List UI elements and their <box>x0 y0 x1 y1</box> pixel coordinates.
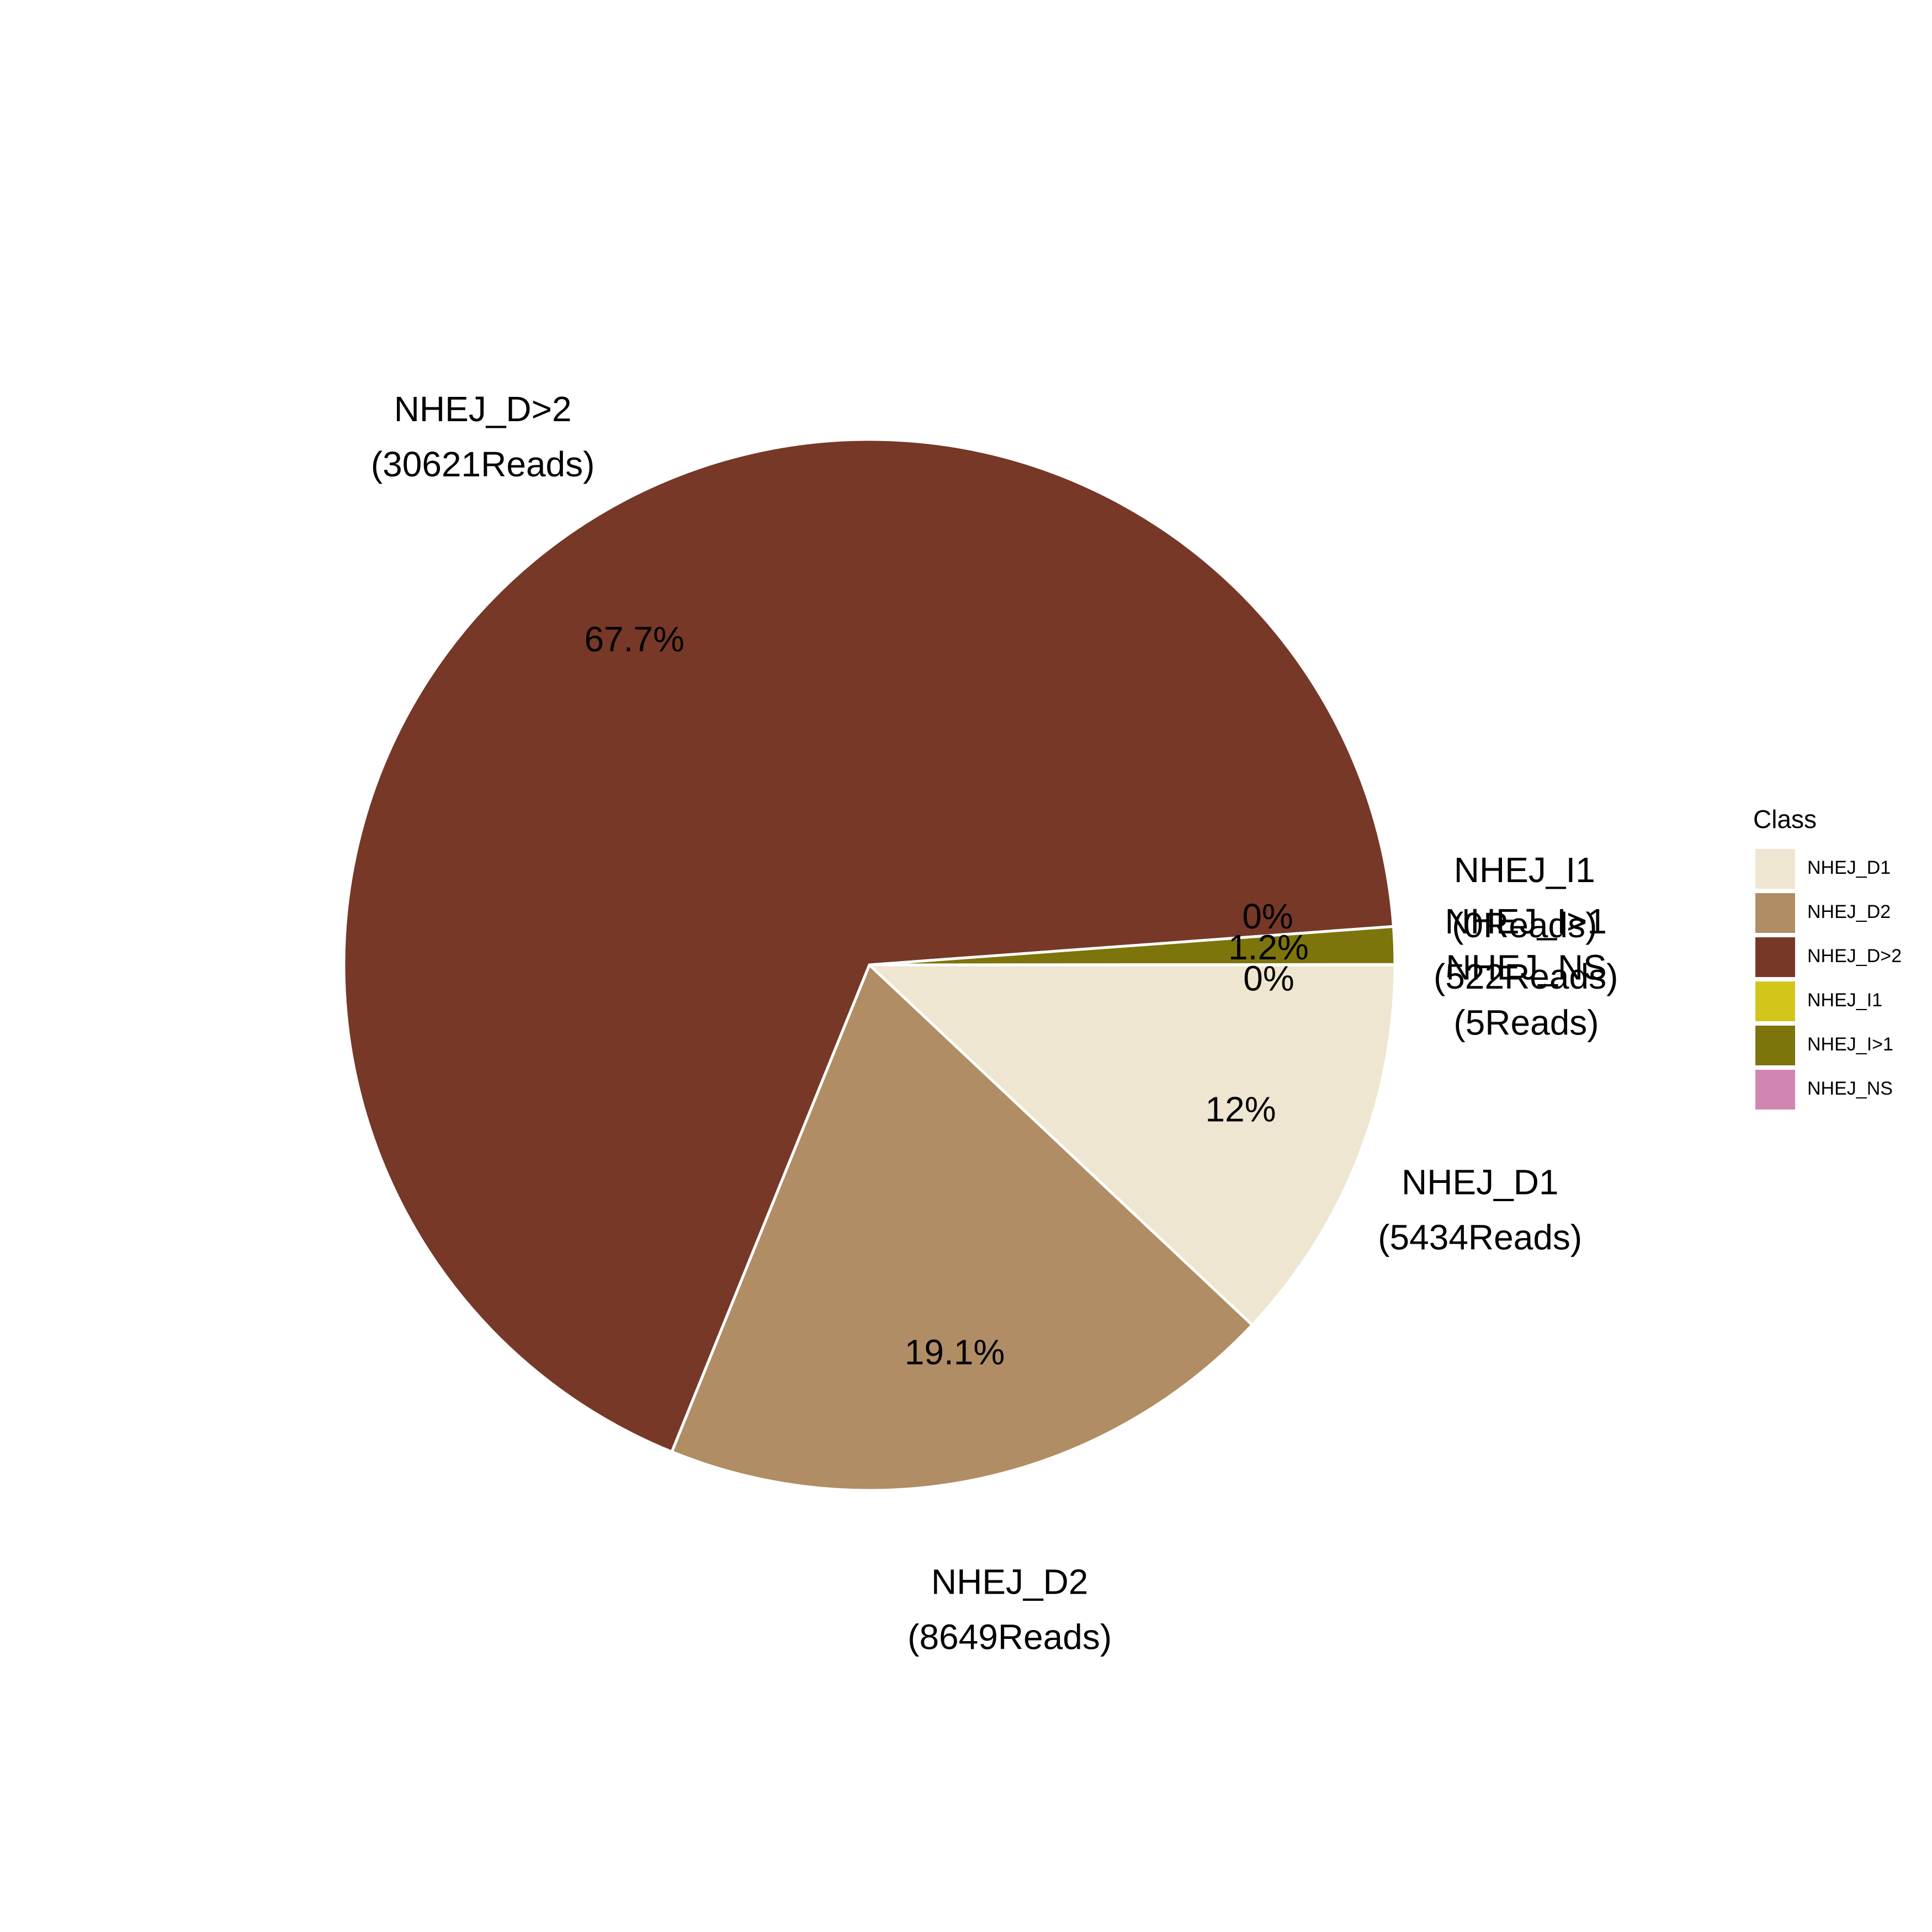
legend-label-nhej-d1: NHEJ_D1 <box>1807 857 1891 878</box>
percent-label-nhej-i-gt1: 1.2% <box>1228 927 1309 967</box>
percent-label-nhej-d-gt2: 67.7% <box>584 619 684 659</box>
legend-title: Class <box>1753 805 1817 834</box>
slice-label-nhej-d-gt2: NHEJ_D>2 <box>394 389 572 429</box>
slice-label-nhej-d2: NHEJ_D2 <box>931 1562 1089 1601</box>
slice-reads-label-nhej-ns: (5Reads) <box>1453 1002 1599 1042</box>
legend-label-nhej-d2: NHEJ_D2 <box>1807 901 1891 922</box>
percent-label-nhej-d2: 19.1% <box>905 1333 1005 1372</box>
slice-label-nhej-d1: NHEJ_D1 <box>1402 1162 1559 1202</box>
legend-key-nhej-i-gt1 <box>1755 1026 1795 1065</box>
legend-label-nhej-i-gt1: NHEJ_I>1 <box>1807 1034 1893 1055</box>
legend-key-nhej-ns <box>1755 1070 1795 1110</box>
slice-name-labels: NHEJ_D1 (5434Reads) NHEJ_D2 (8649Reads) NHEJ… <box>371 389 1618 1657</box>
legend-items: NHEJ_D1 NHEJ_D2 NHEJ_D>2 NHEJ_I1 NHEJ_I>1 NHE… <box>1755 849 1902 1110</box>
slice-reads-label-nhej-d1: (5434Reads) <box>1378 1217 1582 1257</box>
legend-key-nhej-d2 <box>1755 893 1795 933</box>
pie-slice-nhej-d-gt2 <box>342 438 1395 1454</box>
legend-label-nhej-i1: NHEJ_I1 <box>1807 990 1882 1011</box>
slice-reads-label-nhej-d-gt2: (30621Reads) <box>371 444 595 484</box>
percent-label-nhej-i1: 0% <box>1242 896 1293 936</box>
legend-key-nhej-d1 <box>1755 849 1795 889</box>
legend-key-nhej-d-gt2 <box>1755 937 1795 977</box>
legend-label-nhej-d-gt2: NHEJ_D>2 <box>1807 946 1902 967</box>
legend-label-nhej-ns: NHEJ_NS <box>1807 1078 1893 1099</box>
slice-label-nhej-ns: NHEJ_NS <box>1446 947 1607 987</box>
pie-slice-nhej-d1 <box>866 963 1397 1327</box>
slice-label-nhej-i-gt1: NHEJ_I>1 <box>1445 901 1606 941</box>
slice-reads-label-nhej-i1: (0Reads) <box>1452 905 1597 945</box>
percent-label-nhej-ns: 0% <box>1243 959 1294 999</box>
percent-label-nhej-d1: 12% <box>1206 1090 1276 1129</box>
pie-slice-nhej-ns <box>869 963 1397 967</box>
legend-key-nhej-i1 <box>1755 981 1795 1021</box>
slice-reads-label-nhej-d2: (8649Reads) <box>907 1617 1112 1657</box>
slice-label-nhej-i1: NHEJ_I1 <box>1454 850 1595 890</box>
pie-slices <box>342 438 1397 1492</box>
percent-labels: 12% 19.1% 67.7% 0%1.2%0% <box>584 619 1309 1372</box>
legend: Class NHEJ_D1NHEJ_D2NHEJ_D>2NHEJ_I1NHEJ_… <box>1753 805 1902 1110</box>
slice-reads-label-nhej-i-gt1: (522Reads) <box>1434 957 1618 996</box>
